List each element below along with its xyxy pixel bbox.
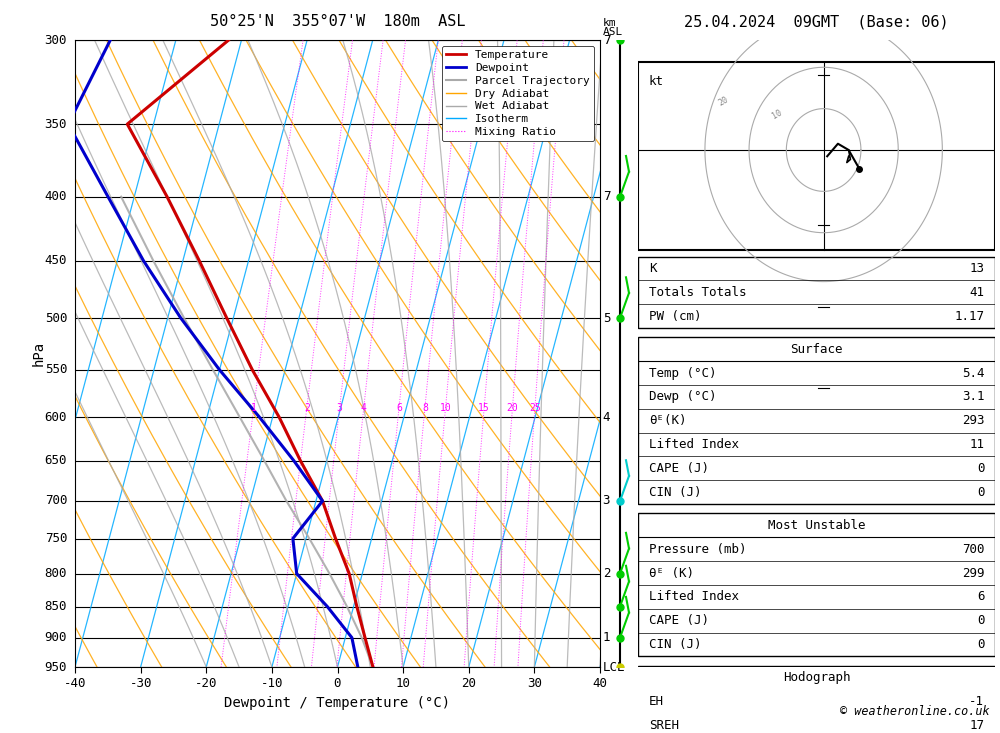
Text: 900: 900 bbox=[45, 631, 67, 644]
Text: 41: 41 bbox=[969, 286, 984, 299]
Text: 300: 300 bbox=[45, 34, 67, 47]
Bar bbox=[638, 666, 995, 733]
Text: Temp (°C): Temp (°C) bbox=[649, 366, 716, 380]
Text: CIN (J): CIN (J) bbox=[649, 638, 701, 651]
Text: 1: 1 bbox=[603, 631, 610, 644]
Text: Hodograph: Hodograph bbox=[783, 671, 850, 684]
Text: EH: EH bbox=[649, 695, 664, 708]
Text: 20: 20 bbox=[507, 403, 518, 413]
Text: CAPE (J): CAPE (J) bbox=[649, 614, 709, 627]
Text: 11: 11 bbox=[969, 438, 984, 451]
Text: 10: 10 bbox=[770, 108, 783, 121]
Text: Most Unstable: Most Unstable bbox=[768, 519, 865, 532]
Text: 0: 0 bbox=[977, 638, 984, 651]
Text: Lifted Index: Lifted Index bbox=[649, 438, 739, 451]
Text: 800: 800 bbox=[45, 567, 67, 580]
Text: © weatheronline.co.uk: © weatheronline.co.uk bbox=[840, 705, 990, 718]
Text: 0: 0 bbox=[977, 462, 984, 475]
Text: 8: 8 bbox=[422, 403, 428, 413]
Text: 950: 950 bbox=[45, 660, 67, 674]
Text: 3.1: 3.1 bbox=[962, 391, 984, 403]
Text: 2: 2 bbox=[304, 403, 310, 413]
Text: 6: 6 bbox=[396, 403, 402, 413]
Text: 4: 4 bbox=[361, 403, 367, 413]
Bar bbox=[638, 62, 995, 250]
Text: 25: 25 bbox=[529, 403, 541, 413]
Text: 350: 350 bbox=[45, 117, 67, 130]
Text: θᴱ(K): θᴱ(K) bbox=[649, 414, 686, 427]
Text: Lifted Index: Lifted Index bbox=[649, 590, 739, 603]
Text: -1: -1 bbox=[969, 695, 984, 708]
Text: 1: 1 bbox=[251, 403, 257, 413]
Text: 750: 750 bbox=[45, 532, 67, 545]
Text: 13: 13 bbox=[969, 262, 984, 275]
Text: 450: 450 bbox=[45, 254, 67, 268]
Text: 17: 17 bbox=[969, 719, 984, 732]
Text: 10: 10 bbox=[440, 403, 451, 413]
Text: 500: 500 bbox=[45, 312, 67, 325]
Text: 3: 3 bbox=[337, 403, 343, 413]
Text: 650: 650 bbox=[45, 454, 67, 467]
Text: LCL: LCL bbox=[603, 660, 625, 674]
Text: K: K bbox=[649, 262, 656, 275]
Text: 50°25'N  355°07'W  180m  ASL: 50°25'N 355°07'W 180m ASL bbox=[210, 15, 465, 29]
Text: 0: 0 bbox=[977, 614, 984, 627]
Bar bbox=[638, 257, 995, 328]
Text: 5: 5 bbox=[603, 312, 610, 325]
Text: Pressure (mb): Pressure (mb) bbox=[649, 542, 746, 556]
Text: 7: 7 bbox=[603, 34, 610, 47]
Text: CIN (J): CIN (J) bbox=[649, 486, 701, 498]
Text: km: km bbox=[603, 18, 616, 28]
Text: 6: 6 bbox=[977, 590, 984, 603]
Text: 550: 550 bbox=[45, 364, 67, 376]
Text: 15: 15 bbox=[478, 403, 490, 413]
Text: Totals Totals: Totals Totals bbox=[649, 286, 746, 299]
Text: θᴱ (K): θᴱ (K) bbox=[649, 567, 694, 580]
Bar bbox=[638, 514, 995, 656]
Text: 7: 7 bbox=[603, 191, 610, 203]
Text: Mixing Ratio (g/kg): Mixing Ratio (g/kg) bbox=[647, 290, 657, 418]
Text: 25.04.2024  09GMT  (Base: 06): 25.04.2024 09GMT (Base: 06) bbox=[684, 15, 949, 29]
Text: 700: 700 bbox=[962, 542, 984, 556]
Text: 3: 3 bbox=[603, 495, 610, 507]
Text: 600: 600 bbox=[45, 410, 67, 424]
Text: 850: 850 bbox=[45, 600, 67, 613]
Text: 2: 2 bbox=[603, 567, 610, 580]
Text: CAPE (J): CAPE (J) bbox=[649, 462, 709, 475]
Text: 700: 700 bbox=[45, 495, 67, 507]
X-axis label: Dewpoint / Temperature (°C): Dewpoint / Temperature (°C) bbox=[224, 696, 451, 710]
Text: 400: 400 bbox=[45, 191, 67, 203]
Text: hPa: hPa bbox=[31, 341, 45, 366]
Bar bbox=[638, 337, 995, 504]
Text: 4: 4 bbox=[603, 410, 610, 424]
Text: 5.4: 5.4 bbox=[962, 366, 984, 380]
Text: PW (cm): PW (cm) bbox=[649, 309, 701, 323]
Text: kt: kt bbox=[649, 75, 664, 88]
Text: Surface: Surface bbox=[790, 343, 843, 356]
Text: 0: 0 bbox=[977, 486, 984, 498]
Text: 299: 299 bbox=[962, 567, 984, 580]
Text: 293: 293 bbox=[962, 414, 984, 427]
Text: Dewp (°C): Dewp (°C) bbox=[649, 391, 716, 403]
Text: ASL: ASL bbox=[603, 27, 623, 37]
Legend: Temperature, Dewpoint, Parcel Trajectory, Dry Adiabat, Wet Adiabat, Isotherm, Mi: Temperature, Dewpoint, Parcel Trajectory… bbox=[442, 46, 594, 141]
Text: SREH: SREH bbox=[649, 719, 679, 732]
Text: 20: 20 bbox=[717, 95, 730, 108]
Text: 1.17: 1.17 bbox=[954, 309, 984, 323]
